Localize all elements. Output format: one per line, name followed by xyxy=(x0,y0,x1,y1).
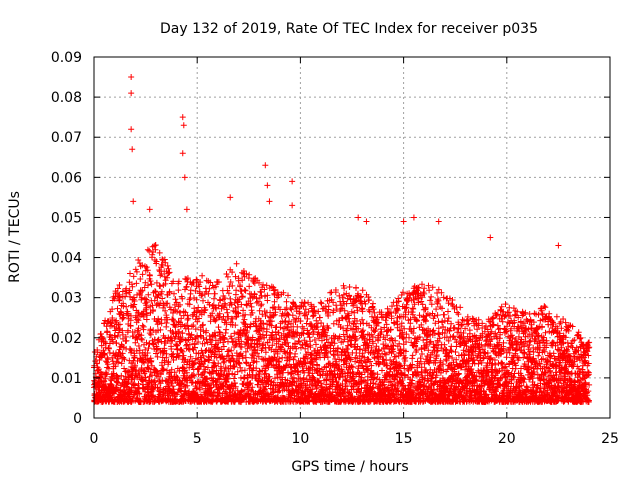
data-point-peak xyxy=(179,150,186,157)
y-tick-label: 0.04 xyxy=(51,251,82,267)
y-tick-label: 0.03 xyxy=(51,291,82,307)
y-tick-label: 0.08 xyxy=(51,90,82,106)
data-point-peak xyxy=(129,146,136,153)
x-tick-label: 15 xyxy=(395,431,413,447)
x-tick-label: 0 xyxy=(90,431,99,447)
y-tick-label: 0 xyxy=(73,411,82,427)
y-tick-label: 0.05 xyxy=(51,210,82,226)
data-point-peak xyxy=(227,194,234,201)
x-tick-label: 10 xyxy=(291,431,309,447)
plot-frame xyxy=(93,56,611,419)
data-point-peak xyxy=(410,214,417,221)
y-axis-label: ROTI / TECUs xyxy=(7,191,23,283)
x-tick-label: 25 xyxy=(601,431,619,447)
data-point-peak xyxy=(179,114,186,121)
data-point-peak xyxy=(181,174,188,181)
data-point-peak xyxy=(289,178,296,185)
y-tick-label: 0.02 xyxy=(51,331,82,347)
x-tick-label: 20 xyxy=(498,431,516,447)
data-point-peak xyxy=(264,182,271,189)
chart-title: Day 132 of 2019, Rate Of TEC Index for r… xyxy=(160,21,538,37)
x-axis-label: GPS time / hours xyxy=(291,459,408,475)
y-tick-label: 0.07 xyxy=(51,130,82,146)
x-tick-label: 5 xyxy=(193,431,202,447)
data-point-peak xyxy=(555,242,562,249)
data-point-peak xyxy=(266,198,273,205)
data-point-peak xyxy=(435,218,442,225)
data-point-peak xyxy=(128,74,135,81)
data-point-peak xyxy=(262,162,269,169)
data-point-peak xyxy=(183,206,190,213)
data-point-peak xyxy=(128,90,135,97)
data-point-peak xyxy=(128,126,135,133)
data-point-cloud xyxy=(91,242,593,405)
data-point-peak xyxy=(146,206,153,213)
data-point-peak xyxy=(355,214,362,221)
data-point-peak xyxy=(180,122,187,129)
y-tick-label: 0.01 xyxy=(51,371,82,387)
ticks-layer: 0 5 10 15 20 25 0 0.01 0.02 0.03 0.04 0.05 0.06 0.07 0… xyxy=(51,50,619,447)
data-point-peak xyxy=(363,218,370,225)
y-tick-label: 0.06 xyxy=(51,170,82,186)
data-point-peak xyxy=(289,202,296,209)
data-points-layer xyxy=(91,74,593,405)
data-point-peak xyxy=(130,198,137,205)
data-point-peak xyxy=(487,234,494,241)
data-point-peak xyxy=(400,218,407,225)
y-tick-label: 0.09 xyxy=(51,50,82,66)
